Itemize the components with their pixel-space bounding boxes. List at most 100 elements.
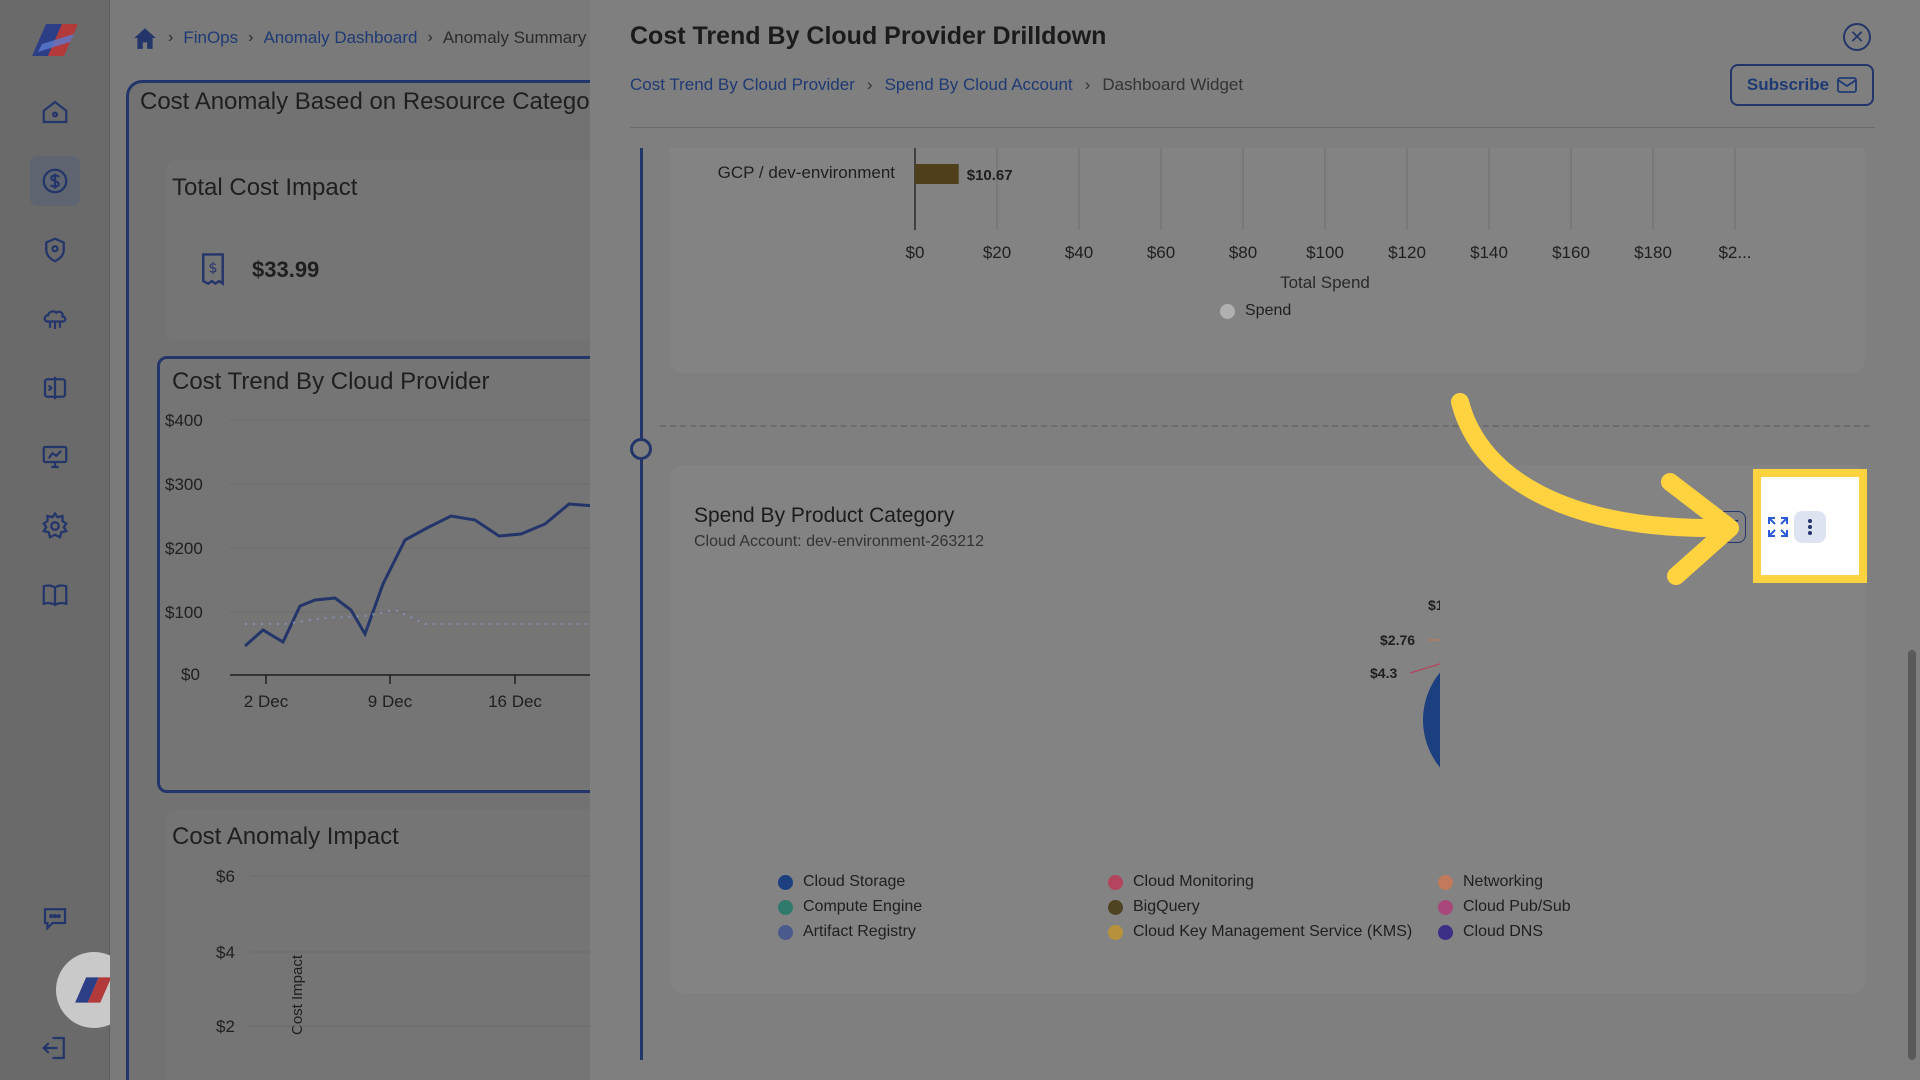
bar-data-label: $10.67	[967, 167, 1013, 184]
cloud-network-icon[interactable]	[38, 302, 72, 336]
finops-dollar-icon[interactable]	[30, 156, 80, 206]
x-tick-label: $20	[983, 243, 1011, 262]
legend-swatch	[1108, 899, 1123, 915]
sidebar	[0, 0, 110, 1080]
slice-leader-line	[1428, 639, 1440, 641]
anomaly-y-label: Cost Impact	[289, 954, 306, 1035]
breadcrumb-finops[interactable]: FinOps	[183, 28, 239, 47]
legend-item[interactable]: Cloud Storage	[778, 873, 905, 891]
trend-x-tick: 9 Dec	[368, 692, 413, 711]
legend-item[interactable]: Networking	[1438, 873, 1543, 891]
x-tick-label: $100	[1306, 243, 1344, 262]
logout-icon[interactable]	[38, 1031, 72, 1065]
trend-x-tick: 2 Dec	[244, 692, 289, 711]
trend-y-tick: $200	[165, 539, 203, 558]
legend-label: Cloud DNS	[1463, 923, 1544, 940]
spend-by-account-widget	[670, 148, 1865, 373]
expand-button[interactable]	[1762, 511, 1794, 543]
anomaly-y-tick: $6	[216, 867, 235, 886]
assistant-logo-icon	[75, 977, 112, 1003]
home-icon[interactable]	[38, 95, 72, 129]
legend-item[interactable]: Cloud Pub/Sub	[1438, 898, 1571, 916]
x-tick-label: $60	[1147, 243, 1175, 262]
legend-item[interactable]: BigQuery	[1108, 898, 1200, 916]
scrollbar[interactable]	[1908, 650, 1916, 1060]
legend-item[interactable]: Cloud Monitoring	[1108, 873, 1254, 891]
legend-item[interactable]: Cloud Key Management Service (KMS)	[1108, 923, 1412, 941]
cost-anomaly-card	[166, 810, 590, 1080]
legend-item[interactable]: Artifact Registry	[778, 923, 916, 941]
cost-trend-title: Cost Trend By Cloud Provider	[172, 368, 490, 395]
security-shield-icon[interactable]	[38, 233, 72, 267]
legend-item[interactable]: Compute Engine	[778, 898, 922, 916]
category-label: GCP / dev-environment	[718, 163, 896, 182]
breadcrumb-anomaly-summary: Anomaly Summary	[442, 28, 587, 47]
legend-swatch	[1438, 924, 1453, 940]
legend-label: BigQuery	[1133, 898, 1200, 915]
legend-label: Cloud Pub/Sub	[1463, 898, 1571, 915]
mail-icon	[1837, 77, 1857, 93]
legend-label: Artifact Registry	[803, 923, 916, 940]
pie-slice[interactable]	[1422, 645, 1440, 795]
legend-label: Cloud Storage	[803, 873, 906, 890]
total-cost-value: $33.99	[252, 257, 320, 282]
x-tick-label: $0	[906, 243, 925, 262]
settings-gear-icon[interactable]	[38, 509, 72, 543]
anomaly-y-tick: $2	[216, 1017, 235, 1036]
close-icon[interactable]: ✕	[1843, 23, 1871, 51]
cost-trend-card[interactable]	[157, 356, 590, 793]
trend-baseline-line	[245, 608, 590, 625]
subtitle-value: dev-environment-263212	[806, 533, 984, 550]
pie-layer: $166.76$4.3$2.76$1.99	[1370, 597, 1440, 795]
drawer-title: Cost Trend By Cloud Provider Drilldown	[630, 22, 1107, 50]
legend-label: Compute Engine	[803, 898, 923, 915]
legend-swatch	[1438, 899, 1453, 915]
compare-icon[interactable]	[38, 371, 72, 405]
presentation-chart-icon[interactable]	[38, 440, 72, 474]
widget-title: Spend By Product Category	[694, 504, 955, 527]
section-divider	[660, 425, 1870, 427]
timeline-node	[630, 438, 652, 460]
trend-y-tick: $300	[165, 475, 203, 494]
hbar-layer: $0 $20 $40 $60 $80 $100 $120 $140 $160 $180 $2... G…	[718, 148, 1752, 292]
x-tick-label: $40	[1065, 243, 1093, 262]
trend-y-ticks: $400 $300 $200 $100 $0	[165, 411, 203, 684]
book-icon[interactable]	[38, 578, 72, 612]
subtitle-key: Cloud Account:	[694, 533, 802, 550]
background-dashboard: › FinOps › Anomaly Dashboard › Anomaly S…	[110, 0, 590, 1080]
subscribe-button[interactable]: Subscribe	[1730, 64, 1874, 106]
drawer-breadcrumb: Cost Trend By Cloud Provider › Spend By …	[630, 75, 1244, 94]
support-chat-icon[interactable]	[38, 901, 72, 935]
home-breadcrumb-icon[interactable]	[132, 26, 158, 50]
crumb-cost-trend[interactable]: Cost Trend By Cloud Provider	[630, 75, 855, 94]
spend-legend: Spend	[1220, 302, 1291, 320]
cost-anomaly-chart: $6 $4 $2 Cost Impact	[216, 867, 590, 1036]
receipt-dollar-icon: $	[202, 253, 224, 286]
x-tick-label: $180	[1634, 243, 1672, 262]
spend-by-product-widget	[670, 465, 1865, 993]
expand-icon	[1768, 517, 1788, 537]
x-tick-label: $140	[1470, 243, 1508, 262]
slice-data-label: $2.76	[1380, 632, 1415, 648]
annotation-arrow-icon	[1451, 393, 1739, 585]
pie-chart: $166.76$4.3$2.76$1.99	[1370, 597, 1440, 795]
cost-anomaly-title: Cost Anomaly Impact	[172, 823, 399, 850]
crumb-spend-by-account[interactable]: Spend By Cloud Account	[884, 75, 1073, 94]
cost-trend-chart: $400 $300 $200 $100 $0 2 Dec 9 Dec 16 De…	[165, 411, 590, 711]
total-cost-title: Total Cost Impact	[172, 174, 358, 201]
widget-subtitle: Cloud Account: dev-environment-263212	[694, 533, 984, 551]
legend-swatch	[1438, 874, 1453, 890]
section-title: Cost Anomaly Based on Resource Category	[140, 88, 590, 115]
legend-item[interactable]: Cloud DNS	[1438, 923, 1543, 941]
x-axis-label: Total Spend	[1280, 273, 1370, 292]
legend-label: Networking	[1463, 873, 1544, 890]
app-logo[interactable]	[28, 20, 84, 60]
drilldown-drawer: Cost Trend By Cloud Provider Drilldown ✕…	[590, 0, 1920, 1080]
svg-text:$: $	[208, 260, 217, 277]
legend-swatch	[778, 899, 793, 915]
spend-legend-swatch	[1220, 303, 1235, 319]
breadcrumb-anomaly-dashboard[interactable]: Anomaly Dashboard	[263, 28, 418, 47]
bar[interactable]	[915, 164, 959, 184]
more-options-button[interactable]	[1794, 511, 1826, 543]
spend-legend-label: Spend	[1245, 302, 1292, 319]
